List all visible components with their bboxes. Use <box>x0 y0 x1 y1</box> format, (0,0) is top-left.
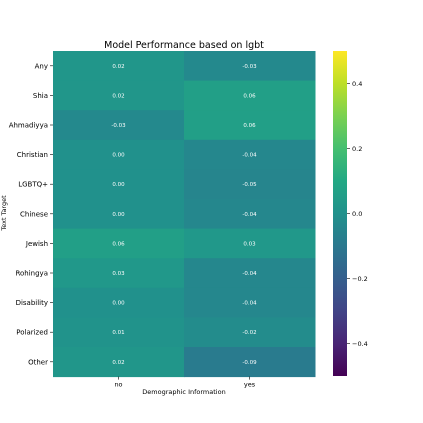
colorbar: 0.4 0.2 0.0 −0.2 −0.4 <box>333 51 368 376</box>
cell-value-jewish-yes: 0.03 <box>243 241 256 247</box>
cell-chinese-yes <box>184 199 316 230</box>
y-tick-label-disability: Disability <box>16 299 48 307</box>
cell-disability-no <box>53 287 185 318</box>
cell-shia-no <box>53 80 185 111</box>
colorbar-tick-label: 0.2 <box>352 145 362 153</box>
cell-value-ahmadiyya-yes: 0.06 <box>243 123 256 129</box>
y-tick-label-shia: Shia <box>33 92 48 100</box>
chart-title: Model Performance based on lgbt <box>104 40 264 51</box>
cell-any-no <box>53 51 185 82</box>
cell-value-any-yes: -0.03 <box>242 64 257 70</box>
cell-value-lgbtq-yes: -0.05 <box>242 182 257 188</box>
cell-value-christian-yes: -0.04 <box>242 153 257 159</box>
cell-chinese-no <box>53 199 185 230</box>
y-tick-label-any: Any <box>35 62 48 70</box>
cell-rohingya-yes <box>184 258 316 289</box>
cell-lgbtq-yes <box>184 169 316 200</box>
cell-value-lgbtq-no: 0.00 <box>112 182 125 188</box>
cell-value-shia-yes: 0.06 <box>243 93 256 99</box>
cell-value-chinese-yes: -0.04 <box>242 212 257 218</box>
y-tick-label-christian: Christian <box>17 151 48 159</box>
cell-rohingya-no <box>53 258 185 289</box>
cell-value-shia-no: 0.02 <box>112 93 124 99</box>
y-tick-label-chinese: Chinese <box>20 210 48 218</box>
y-tick-label-other: Other <box>28 358 48 366</box>
heatmap-cells: 0.02 -0.03 0.02 0.06 -0.03 0.06 0.00 -0.04 0.00 -… <box>53 51 316 378</box>
cell-any-yes <box>184 51 316 82</box>
colorbar-ticks: 0.4 0.2 0.0 −0.2 −0.4 <box>347 80 368 348</box>
colorbar-tick-label: 0.4 <box>352 80 362 88</box>
cell-value-other-yes: -0.09 <box>242 360 257 366</box>
cell-shia-yes <box>184 80 316 111</box>
cell-value-jewish-no: 0.06 <box>112 241 125 247</box>
colorbar-tick-label: 0.0 <box>352 210 362 218</box>
cell-other-yes <box>184 347 316 378</box>
cell-polarized-no <box>53 317 185 348</box>
cell-value-polarized-no: 0.01 <box>112 330 124 336</box>
cell-value-other-no: 0.02 <box>112 360 124 366</box>
y-tick-label-jewish: Jewish <box>25 240 48 248</box>
cell-lgbtq-no <box>53 169 185 200</box>
cell-value-rohingya-no: 0.03 <box>112 271 125 277</box>
x-tick-labels: no yes <box>114 376 256 389</box>
colorbar-tick-label: −0.4 <box>352 340 368 348</box>
cell-value-ahmadiyya-no: -0.03 <box>111 123 126 129</box>
cell-value-disability-no: 0.00 <box>112 301 125 307</box>
x-tick-label-no: no <box>114 381 122 389</box>
colorbar-tick-label: −0.2 <box>352 275 368 283</box>
cell-value-any-no: 0.02 <box>112 64 124 70</box>
cell-polarized-yes <box>184 317 316 348</box>
cell-value-disability-yes: -0.04 <box>242 301 257 307</box>
y-tick-label-polarized: Polarized <box>16 329 48 337</box>
cell-jewish-yes <box>184 228 316 259</box>
y-tick-label-ahmadiyya: Ahmadiyya <box>9 122 48 130</box>
cell-ahmadiyya-no <box>53 110 185 141</box>
y-axis-label: Text Target <box>0 195 8 232</box>
cell-ahmadiyya-yes <box>184 110 316 141</box>
colorbar-gradient <box>333 51 347 376</box>
y-tick-label-rohingya: Rohingya <box>15 270 48 278</box>
cell-other-no <box>53 347 185 378</box>
cell-christian-yes <box>184 139 316 170</box>
cell-value-polarized-yes: -0.02 <box>242 330 256 336</box>
cell-value-chinese-no: 0.00 <box>112 212 125 218</box>
x-tick-label-yes: yes <box>244 381 256 389</box>
cell-disability-yes <box>184 287 316 318</box>
cell-value-christian-no: 0.00 <box>112 153 125 159</box>
y-tick-labels: Any Shia Ahmadiyya Christian LGBTQ+ Chinese Je… <box>9 62 53 366</box>
y-tick-label-lgbtq: LGBTQ+ <box>18 181 48 189</box>
cell-value-rohingya-yes: -0.04 <box>242 271 257 277</box>
cell-jewish-no <box>53 228 185 259</box>
cell-christian-no <box>53 139 185 170</box>
x-axis-label: Demographic Information <box>142 388 225 396</box>
